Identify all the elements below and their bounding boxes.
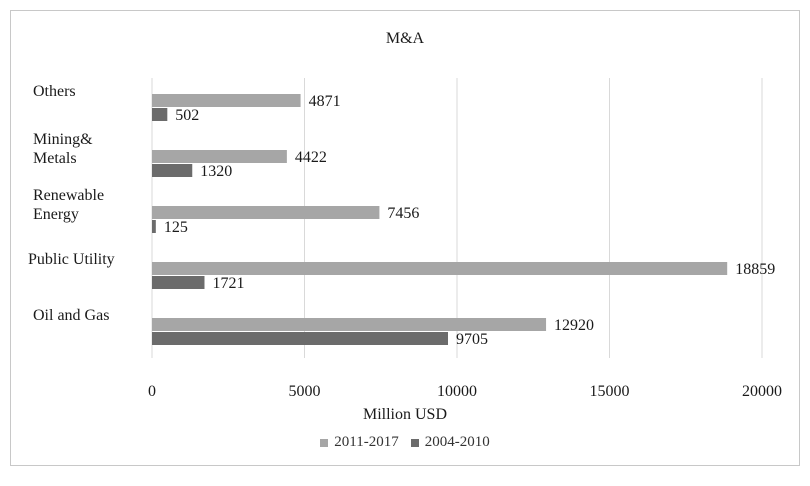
bar-2011-2017-4 [152, 318, 547, 331]
legend-swatch [410, 438, 419, 447]
bar-2011-2017-3 [152, 262, 728, 275]
legend-label: 2004-2010 [424, 434, 490, 450]
x-tick-label: 5000 [289, 383, 321, 400]
legend-swatch [320, 438, 329, 447]
legend: 2011-2017 2004-2010 [0, 434, 810, 451]
legend-label: 2011-2017 [334, 434, 399, 450]
data-label: 9705 [456, 331, 488, 348]
x-tick-label: 10000 [437, 383, 477, 400]
data-label: 4871 [309, 93, 341, 110]
data-label: 1721 [212, 275, 244, 292]
x-tick-label: 0 [148, 383, 156, 400]
data-label: 18859 [735, 261, 775, 278]
bar-2004-2010-0 [152, 108, 168, 121]
data-label: 12920 [554, 317, 594, 334]
category-label: Others [33, 83, 76, 100]
category-label: Oil and Gas [33, 307, 110, 324]
bar-2004-2010-4 [152, 332, 449, 345]
x-tick-label: 15000 [590, 383, 630, 400]
category-label: Mining& Metals [33, 131, 93, 167]
legend-item-series-1: 2011-2017 [320, 434, 399, 451]
data-label: 7456 [387, 205, 419, 222]
data-label: 502 [175, 107, 199, 124]
x-tick-label: 20000 [742, 383, 782, 400]
data-label: 1320 [200, 163, 232, 180]
bar-2004-2010-3 [152, 276, 205, 289]
bar-2011-2017-0 [152, 94, 301, 107]
x-axis-label: Million USD [362, 406, 447, 423]
bar-2011-2017-2 [152, 206, 380, 219]
bar-2004-2010-1 [152, 164, 193, 177]
category-label: Public Utility [28, 251, 115, 268]
chart-title: M&A [385, 30, 425, 47]
chart-frame [10, 10, 800, 466]
data-label: 125 [164, 219, 188, 236]
bar-2011-2017-1 [152, 150, 287, 163]
data-label: 4422 [295, 149, 327, 166]
bar-2004-2010-2 [152, 220, 156, 233]
category-label: Renewable Energy [33, 187, 105, 223]
legend-item-series-2: 2004-2010 [410, 434, 490, 451]
